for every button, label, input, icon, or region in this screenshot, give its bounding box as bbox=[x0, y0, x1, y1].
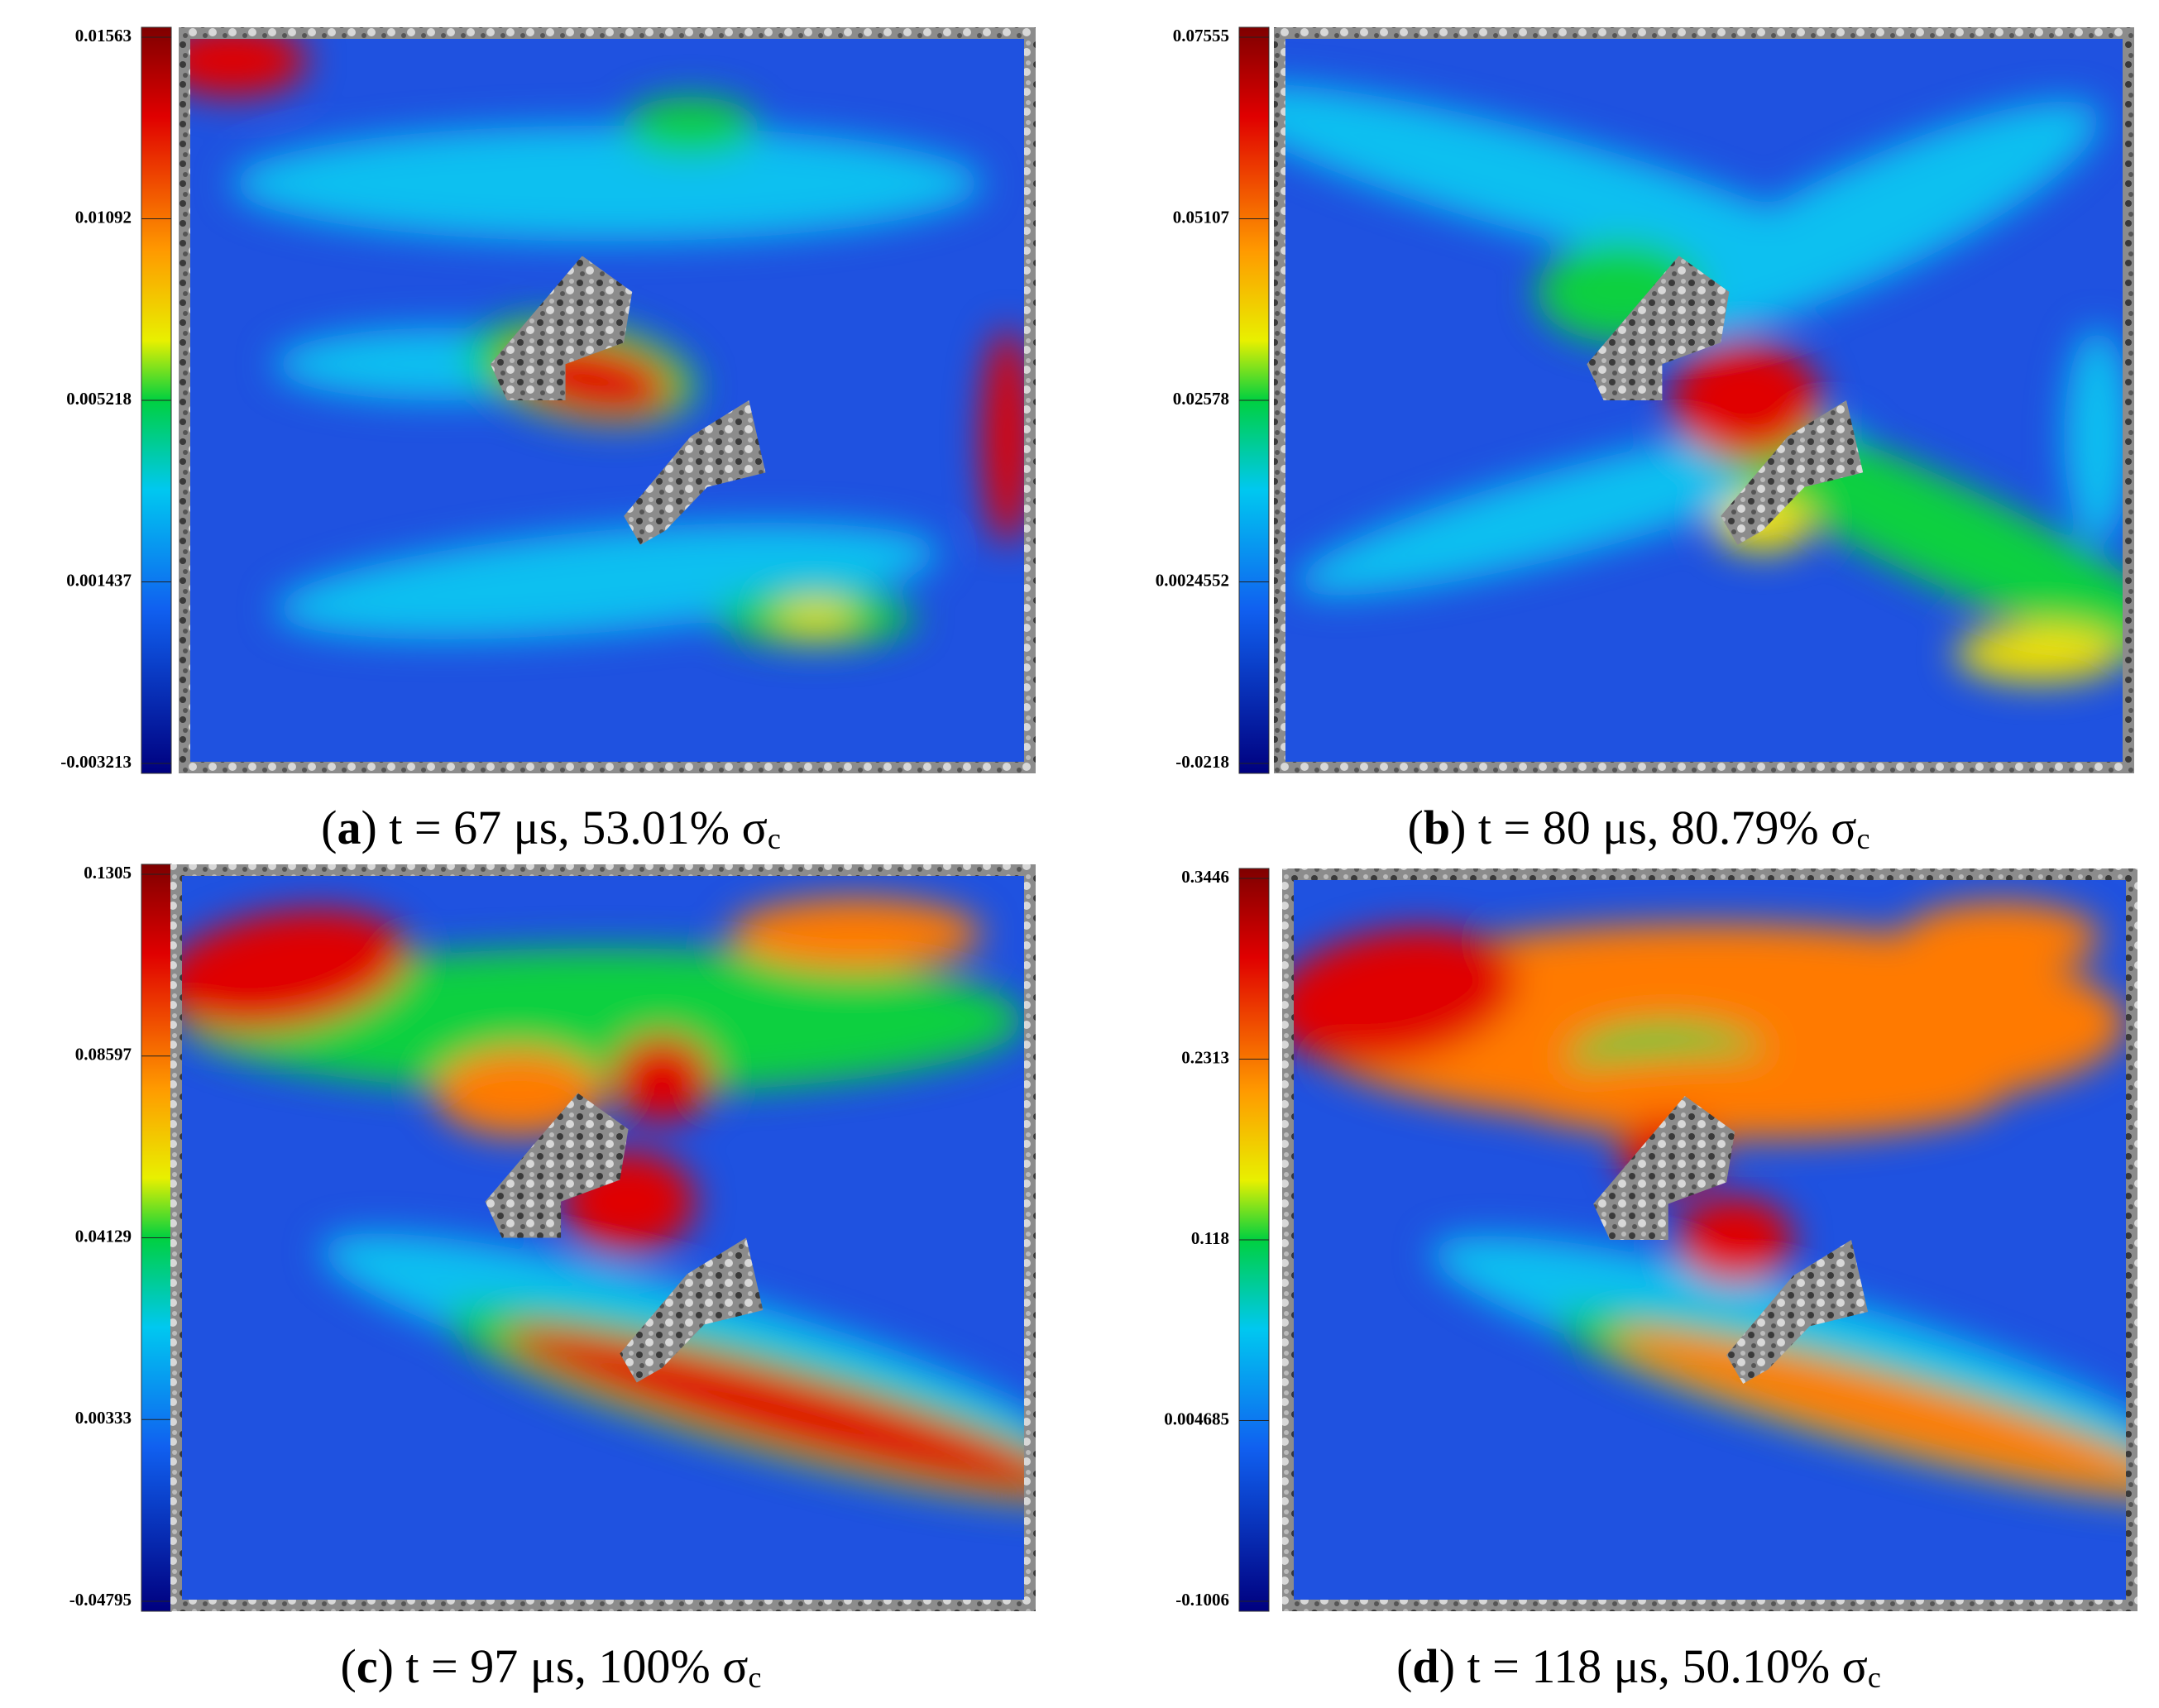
colorbar-tick-label: -0.1006 bbox=[1175, 1590, 1229, 1610]
caption-part: ) t = 67 μs, 53.01% σ bbox=[361, 801, 767, 854]
strain-blob bbox=[1295, 422, 1862, 596]
flaw-lower bbox=[620, 1237, 764, 1383]
caption: (a) t = 67 μs, 53.01% σc bbox=[321, 801, 781, 855]
flaw-upper bbox=[485, 1093, 629, 1238]
panel: 0.07555 0.05107 0.02578 0.0024552 -0.0218 (b)… bbox=[1156, 26, 2134, 855]
colorbar-tick-label: 0.02578 bbox=[1173, 389, 1229, 409]
colorbar-tick-label: 0.005218 bbox=[66, 389, 132, 409]
colorbar-tick-label: 0.118 bbox=[1191, 1228, 1229, 1248]
strain-field bbox=[1294, 880, 2126, 1600]
caption-part: a bbox=[337, 801, 361, 854]
colorbar-tick-label: 0.001437 bbox=[66, 570, 132, 590]
flaw-lower bbox=[1726, 1240, 1869, 1384]
caption-part: c bbox=[748, 1661, 761, 1694]
colorbar-tick-label: 0.3446 bbox=[1181, 867, 1229, 887]
strain-blob bbox=[611, 1035, 713, 1122]
blobs bbox=[190, 39, 1024, 647]
strain-field bbox=[182, 876, 1024, 1600]
strain-blob bbox=[1285, 84, 1860, 284]
flaw-lower bbox=[1721, 400, 1864, 545]
flaw-upper bbox=[1593, 1096, 1735, 1240]
colorbar-tick-label: -0.04795 bbox=[69, 1590, 132, 1610]
strain-blob bbox=[1676, 1196, 1793, 1284]
caption: (b) t = 80 μs, 80.79% σc bbox=[1408, 801, 1870, 855]
colorbar-tick-label: 0.01092 bbox=[75, 207, 132, 227]
colorbar-tick-label: -0.003213 bbox=[60, 752, 132, 772]
strain-blob bbox=[624, 96, 758, 155]
strain-blob bbox=[1642, 101, 2101, 338]
strain-blob bbox=[2064, 328, 2123, 545]
caption-part: c bbox=[768, 822, 781, 855]
strain-blob bbox=[1501, 1052, 2002, 1140]
caption-part: ) t = 80 μs, 80.79% σ bbox=[1450, 801, 1856, 854]
caption: (d) t = 118 μs, 50.10% σc bbox=[1396, 1639, 1881, 1694]
colorbar-tick-label: 0.01563 bbox=[75, 26, 132, 45]
caption-part: c bbox=[1868, 1661, 1881, 1694]
flaw-lower bbox=[624, 400, 766, 545]
flaw-upper bbox=[1587, 256, 1730, 400]
colorbar-tick-label: 0.004685 bbox=[1164, 1409, 1229, 1428]
caption: (c) t = 97 μs, 100% σc bbox=[341, 1639, 762, 1694]
strain-blob bbox=[1670, 342, 1822, 458]
caption-part: ) t = 118 μs, 50.10% σ bbox=[1439, 1639, 1868, 1693]
strain-blob bbox=[182, 948, 1024, 1093]
strain-blob bbox=[190, 39, 308, 97]
colorbar-tick-label: 0.08597 bbox=[75, 1045, 132, 1065]
strain-blob bbox=[1901, 902, 2101, 974]
colorbar-tick-label: 0.04129 bbox=[75, 1226, 132, 1246]
caption-part: ( bbox=[341, 1639, 357, 1693]
strain-blob bbox=[729, 897, 983, 970]
strain-blob bbox=[1294, 927, 1517, 1063]
strain-blob bbox=[1955, 624, 2123, 682]
strain-field bbox=[1285, 39, 2123, 762]
strain-blob bbox=[773, 602, 858, 632]
colorbar-tick-label: 0.07555 bbox=[1173, 26, 1229, 45]
caption-part: ( bbox=[321, 801, 337, 854]
colorbar-tick-label: 0.05107 bbox=[1173, 207, 1229, 227]
caption-part: c bbox=[357, 1639, 378, 1693]
caption-part: ) t = 97 μs, 100% σ bbox=[378, 1639, 749, 1693]
panel: 0.01563 0.01092 0.005218 0.001437 -0.003213 (… bbox=[60, 26, 1036, 855]
flaw-upper bbox=[490, 256, 633, 400]
caption-part: b bbox=[1424, 801, 1450, 854]
strain-blob bbox=[232, 125, 983, 242]
panel: 0.3446 0.2313 0.118 0.004685 -0.1006 (d) t = … bbox=[1164, 867, 2137, 1694]
caption-part: ( bbox=[1408, 801, 1424, 854]
strain-blob bbox=[182, 908, 409, 1031]
caption-part: d bbox=[1412, 1639, 1439, 1693]
colorbar-tick-label: -0.0218 bbox=[1175, 752, 1229, 772]
colorbar-tick-label: 0.2313 bbox=[1181, 1047, 1229, 1067]
strain-field bbox=[190, 39, 1024, 762]
caption-part: ( bbox=[1396, 1639, 1412, 1693]
colorbar-tick-label: 0.00333 bbox=[75, 1408, 132, 1428]
colorbar-tick-label: 0.1305 bbox=[84, 863, 132, 883]
colorbar-tick-label: 0.0024552 bbox=[1156, 570, 1229, 590]
caption-part: c bbox=[1857, 822, 1870, 855]
blobs bbox=[182, 897, 1024, 1505]
strain-blob bbox=[982, 328, 1024, 545]
